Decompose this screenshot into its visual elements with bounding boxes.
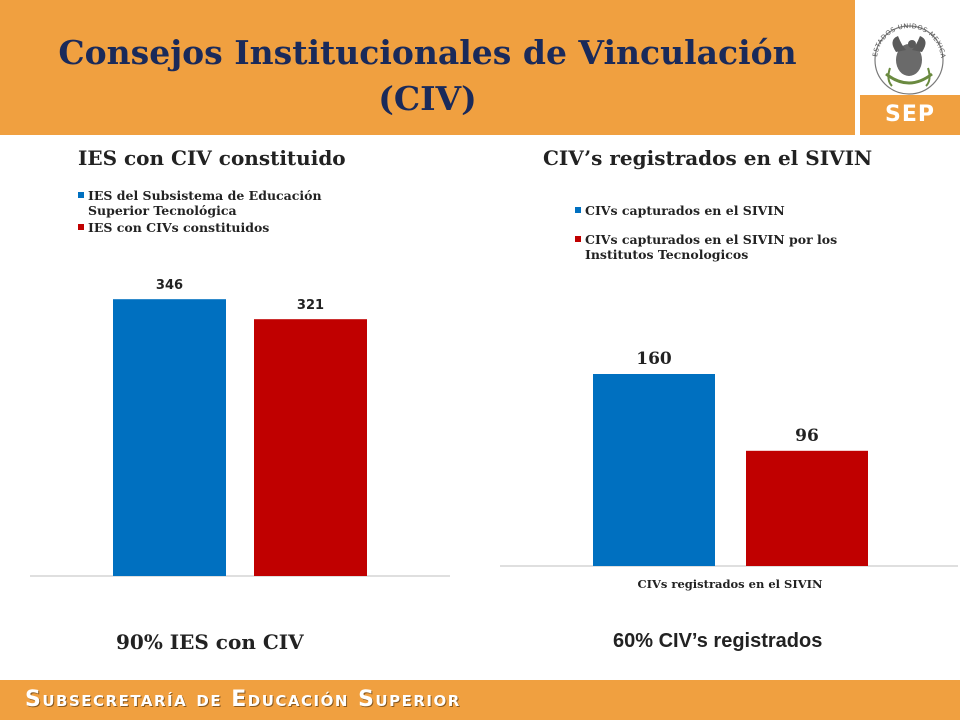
legend-item: CIVs capturados en el SIVIN (575, 203, 875, 218)
sep-logo-text: SEP (885, 102, 935, 127)
legend-swatch-blue (575, 207, 581, 213)
data-label-right-1: 96 (795, 426, 819, 446)
summary-left: 90% IES con CIV (116, 630, 304, 654)
sep-logo (860, 95, 960, 135)
data-label-left-0: 346 (156, 278, 183, 293)
bar-left-ies-civ (254, 319, 367, 576)
legend-left: IES del Subsistema de Educación Superior… (78, 188, 368, 237)
page-title: Consejos Institucionales de Vinculación (58, 33, 797, 72)
legend-item: CIVs capturados en el SIVIN por los Inst… (575, 232, 875, 262)
x-category-label-right: CIVs registrados en el SIVIN (637, 577, 823, 591)
footer-banner (0, 680, 960, 720)
legend-label: IES con CIVs constituidos (88, 220, 270, 235)
chart-title-left: IES con CIV constituido (78, 146, 346, 170)
legend-item: IES con CIVs constituidos (78, 220, 368, 235)
legend-swatch-red (575, 236, 581, 242)
header-banner (0, 0, 855, 135)
mexico-seal-icon: ESTADOS UNIDOS MEXICANOS (0, 0, 947, 95)
legend-swatch-red (78, 224, 84, 230)
bar-right-civs-capturados (593, 374, 715, 566)
legend-swatch-blue (78, 192, 84, 198)
legend-item: IES del Subsistema de Educación Superior… (78, 188, 368, 218)
header-divider (855, 0, 859, 135)
legend-label: CIVs capturados en el SIVIN por los Inst… (585, 232, 838, 262)
data-label-left-1: 321 (297, 298, 324, 313)
page-subtitle: (CIV) (378, 79, 477, 118)
data-label-right-0: 160 (636, 349, 672, 369)
legend-right: CIVs capturados en el SIVIN CIVs captura… (575, 203, 875, 264)
footer-text: Subsecretaría de Educación Superior (25, 687, 461, 712)
bar-left-ies-subsistema (113, 299, 226, 576)
legend-label: IES del Subsistema de Educación Superior… (88, 188, 322, 218)
legend-label: CIVs capturados en el SIVIN (585, 203, 785, 218)
bar-right-civs-institutos (746, 450, 868, 566)
chart-title-right: CIV’s registrados en el SIVIN (543, 146, 873, 170)
summary-right: 60% CIV’s registrados (613, 630, 823, 652)
